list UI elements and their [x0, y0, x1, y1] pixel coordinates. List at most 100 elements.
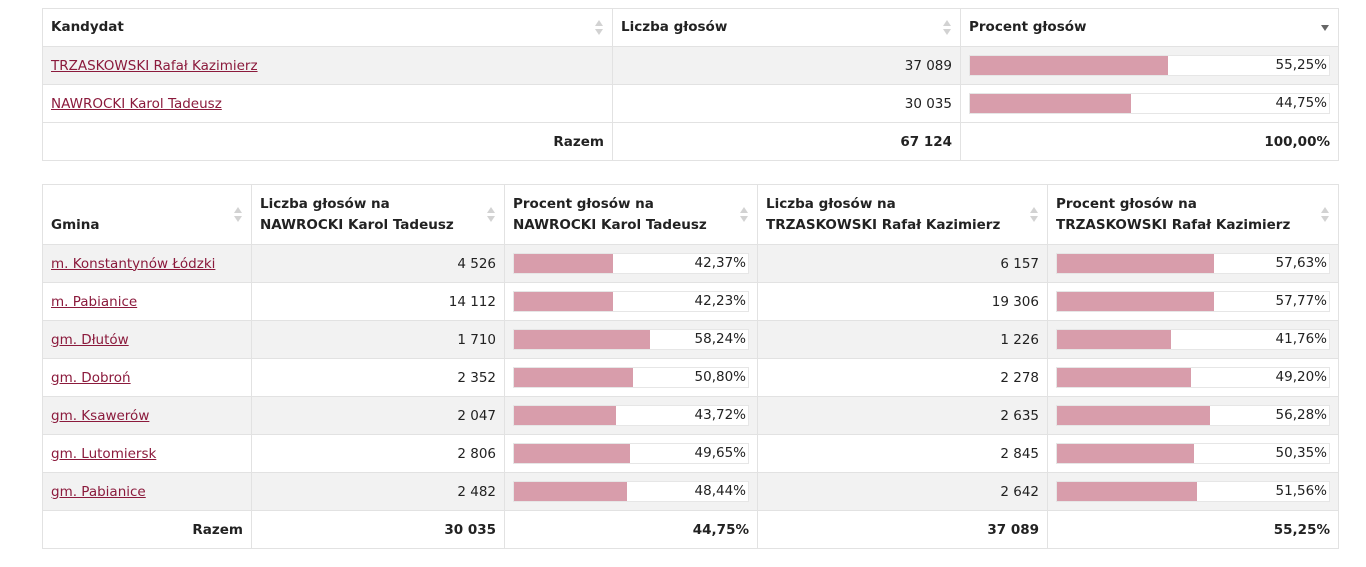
percent-bar: 50,35%	[1056, 443, 1330, 464]
col-header-gmina[interactable]: Gmina	[42, 184, 252, 245]
total-nawrocki-votes: 30 035	[251, 510, 505, 549]
percent-bar-fill	[514, 254, 614, 273]
header-line-2: TRZASKOWSKI Rafał Kazimierz	[1056, 216, 1291, 233]
candidate-link[interactable]: TRZASKOWSKI Rafał Kazimierz	[51, 57, 258, 74]
trzaskowski-percent-cell: 56,28%	[1047, 396, 1339, 435]
total-label: Razem	[42, 122, 613, 161]
gmina-link[interactable]: gm. Dłutów	[51, 331, 129, 348]
percent-bar-fill	[514, 482, 628, 501]
votes-cell: 37 089	[612, 46, 961, 85]
total-nawrocki-percent: 44,75%	[504, 510, 758, 549]
col-header-percent[interactable]: Procent głosów	[960, 8, 1339, 47]
header-line-2: NAWROCKI Karol Tadeusz	[260, 216, 454, 233]
table-row: m. Konstantynów Łódzki 4 526 42,37% 6 157 57…	[42, 244, 1339, 283]
nawrocki-votes-cell: 2 047	[251, 396, 505, 435]
percent-bar-fill	[1057, 254, 1214, 273]
total-label: Razem	[42, 510, 252, 549]
sort-arrows-icon[interactable]	[943, 19, 951, 37]
table-row: NAWROCKI Karol Tadeusz 30 035 44,75%	[42, 84, 1339, 123]
percent-bar-fill	[970, 94, 1131, 113]
nawrocki-percent-cell: 42,37%	[504, 244, 758, 283]
percent-bar-fill	[1057, 292, 1215, 311]
percent-bar-fill	[1057, 330, 1171, 349]
sort-arrows-icon[interactable]	[487, 206, 495, 224]
table-row: gm. Pabianice 2 482 48,44% 2 642 51,56%	[42, 472, 1339, 511]
col-header-percent-label: Procent głosów	[969, 19, 1087, 35]
sort-arrows-icon[interactable]	[234, 206, 242, 224]
gmina-link[interactable]: gm. Dobroń	[51, 369, 131, 386]
votes-cell: 30 035	[612, 84, 961, 123]
total-trzaskowski-votes: 37 089	[757, 510, 1048, 549]
percent-label: 49,20%	[1275, 369, 1327, 385]
col-header-nawrocki-votes[interactable]: Liczba głosów na NAWROCKI Karol Tadeusz	[251, 184, 505, 245]
nawrocki-votes-cell: 14 112	[251, 282, 505, 321]
percent-bar-fill	[1057, 482, 1198, 501]
col-header-votes[interactable]: Liczba głosów	[612, 8, 961, 47]
nawrocki-votes-cell: 2 352	[251, 358, 505, 397]
percent-label: 43,72%	[694, 407, 746, 423]
nawrocki-votes-cell: 4 526	[251, 244, 505, 283]
percent-bar-fill	[970, 56, 1169, 75]
nawrocki-percent-cell: 58,24%	[504, 320, 758, 359]
trzaskowski-votes-cell: 2 845	[757, 434, 1048, 473]
percent-bar: 49,20%	[1056, 367, 1330, 388]
gmina-cell: gm. Lutomiersk	[42, 434, 252, 473]
col-header-nawrocki-percent[interactable]: Procent głosów na NAWROCKI Karol Tadeusz	[504, 184, 758, 245]
percent-bar: 57,63%	[1056, 253, 1330, 274]
gmina-link[interactable]: gm. Ksawerów	[51, 407, 150, 424]
gmina-cell: gm. Dobroń	[42, 358, 252, 397]
percent-label: 58,24%	[694, 331, 746, 347]
municipalities-header-row: Gmina Liczba głosów na NAWROCKI Karol Tad…	[42, 184, 1339, 245]
percent-bar: 42,37%	[513, 253, 749, 274]
trzaskowski-votes-cell: 6 157	[757, 244, 1048, 283]
col-header-trzaskowski-percent[interactable]: Procent głosów na TRZASKOWSKI Rafał Kazim…	[1047, 184, 1339, 245]
col-header-nawrocki-percent-label: Procent głosów na NAWROCKI Karol Tadeusz	[513, 194, 749, 236]
gmina-link[interactable]: gm. Lutomiersk	[51, 445, 157, 462]
col-header-gmina-label: Gmina	[51, 217, 100, 233]
nawrocki-percent-cell: 50,80%	[504, 358, 758, 397]
percent-bar: 50,80%	[513, 367, 749, 388]
percent-label: 56,28%	[1275, 407, 1327, 423]
table-row: m. Pabianice 14 112 42,23% 19 306 57,77%	[42, 282, 1339, 321]
col-header-trzaskowski-votes[interactable]: Liczba głosów na TRZASKOWSKI Rafał Kazimi…	[757, 184, 1048, 245]
gmina-cell: gm. Pabianice	[42, 472, 252, 511]
sort-arrows-icon[interactable]	[740, 206, 748, 224]
percent-cell: 55,25%	[960, 46, 1339, 85]
percent-label: 42,37%	[694, 255, 746, 271]
gmina-link[interactable]: m. Pabianice	[51, 293, 138, 310]
table-row: gm. Dłutów 1 710 58,24% 1 226 41,76%	[42, 320, 1339, 359]
percent-bar: 55,25%	[969, 55, 1330, 76]
trzaskowski-votes-cell: 2 635	[757, 396, 1048, 435]
table-row: gm. Dobroń 2 352 50,80% 2 278 49,20%	[42, 358, 1339, 397]
percent-bar: 41,76%	[1056, 329, 1330, 350]
percent-bar-fill	[514, 330, 651, 349]
percent-bar: 58,24%	[513, 329, 749, 350]
col-header-candidate[interactable]: Kandydat	[42, 8, 613, 47]
candidates-table: Kandydat Liczba głosów Procent głosów TR…	[42, 8, 1339, 161]
total-trzaskowski-percent: 55,25%	[1047, 510, 1339, 549]
sort-arrows-icon[interactable]	[595, 19, 603, 37]
percent-bar: 49,65%	[513, 443, 749, 464]
percent-bar: 51,56%	[1056, 481, 1330, 502]
trzaskowski-percent-cell: 49,20%	[1047, 358, 1339, 397]
percent-bar-fill	[514, 292, 613, 311]
gmina-link[interactable]: m. Konstantynów Łódzki	[51, 255, 216, 272]
sort-desc-icon[interactable]	[1321, 19, 1329, 37]
nawrocki-percent-cell: 49,65%	[504, 434, 758, 473]
percent-bar-fill	[514, 368, 633, 387]
header-line-1: Liczba głosów na	[766, 195, 896, 212]
candidate-cell: TRZASKOWSKI Rafał Kazimierz	[42, 46, 613, 85]
gmina-link[interactable]: gm. Pabianice	[51, 483, 146, 500]
total-row: Razem 30 035 44,75% 37 089 55,25%	[42, 510, 1339, 549]
percent-bar: 56,28%	[1056, 405, 1330, 426]
percent-cell: 44,75%	[960, 84, 1339, 123]
percent-label: 49,65%	[694, 445, 746, 461]
table-row: TRZASKOWSKI Rafał Kazimierz 37 089 55,25…	[42, 46, 1339, 85]
percent-bar-fill	[514, 444, 631, 463]
table-row: gm. Lutomiersk 2 806 49,65% 2 845 50,35%	[42, 434, 1339, 473]
col-header-trzaskowski-percent-label: Procent głosów na TRZASKOWSKI Rafał Kazim…	[1056, 194, 1330, 236]
sort-arrows-icon[interactable]	[1030, 206, 1038, 224]
sort-arrows-icon[interactable]	[1321, 206, 1329, 224]
candidate-link[interactable]: NAWROCKI Karol Tadeusz	[51, 95, 222, 112]
percent-bar: 43,72%	[513, 405, 749, 426]
